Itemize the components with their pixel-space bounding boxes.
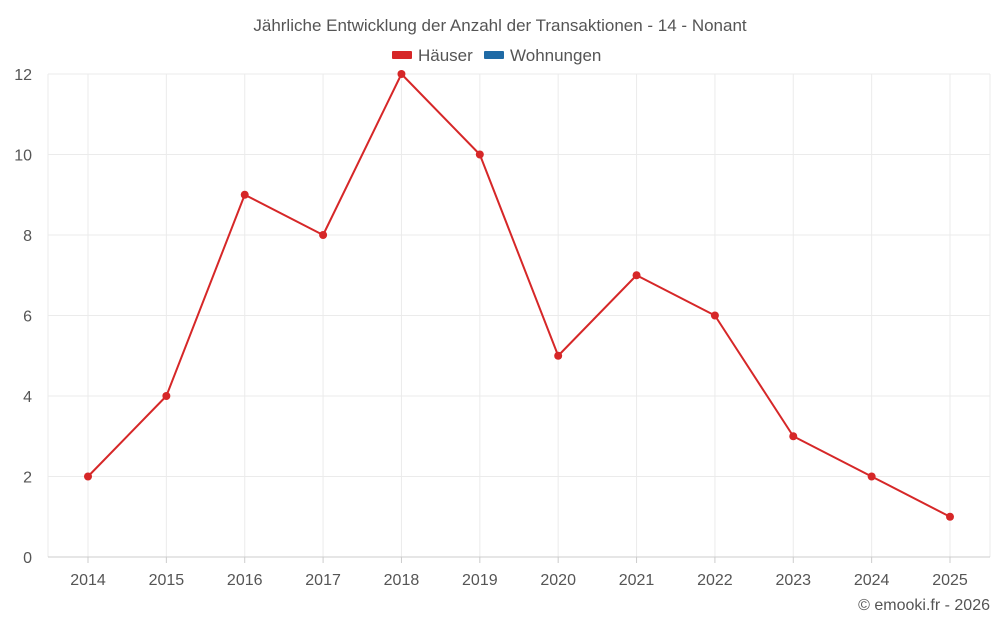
x-tick-label: 2020 xyxy=(540,572,576,589)
legend-label-2[interactable]: Wohnungen xyxy=(510,46,601,65)
data-point[interactable] xyxy=(710,311,719,320)
legend-swatch-2[interactable] xyxy=(484,51,504,59)
legend-swatch-1[interactable] xyxy=(392,51,412,59)
data-point[interactable] xyxy=(475,150,484,159)
x-tick-label: 2016 xyxy=(227,572,263,589)
data-point[interactable] xyxy=(319,231,328,239)
data-point[interactable] xyxy=(397,70,406,78)
credit-text: © emooki.fr - 2026 xyxy=(858,597,990,614)
x-tick-label: 2024 xyxy=(854,572,890,589)
data-point[interactable] xyxy=(84,472,92,481)
legend: Häuser Wohnungen xyxy=(392,46,601,65)
y-tick-label: 4 xyxy=(23,389,32,406)
x-tick-label: 2025 xyxy=(932,572,968,589)
chart-title: Jährliche Entwicklung der Anzahl der Tra… xyxy=(253,16,747,35)
data-point[interactable] xyxy=(632,271,641,280)
x-tick-label: 2021 xyxy=(619,572,655,589)
data-point[interactable] xyxy=(867,472,876,481)
data-point[interactable] xyxy=(946,512,954,521)
data-point[interactable] xyxy=(162,392,171,400)
y-tick-label: 12 xyxy=(14,67,32,84)
y-tick-label: 10 xyxy=(14,148,32,165)
y-tick-label: 8 xyxy=(23,228,32,245)
x-tick-label: 2023 xyxy=(775,572,811,589)
x-tick-label: 2014 xyxy=(70,572,106,589)
x-tick-label: 2018 xyxy=(384,572,420,589)
data-point[interactable] xyxy=(240,190,249,199)
y-tick-label: 6 xyxy=(23,309,32,326)
data-point[interactable] xyxy=(554,351,563,360)
x-tick-label: 2015 xyxy=(149,572,185,589)
y-tick-label: 2 xyxy=(23,470,32,487)
y-tick-label: 0 xyxy=(23,550,32,567)
y-axis-ticks: 0 2 4 6 8 10 12 xyxy=(14,67,32,567)
x-axis-ticks: 2014 2015 2016 2017 2018 2019 2020 2021 2022 2023… xyxy=(70,557,968,589)
x-tick-label: 2022 xyxy=(697,572,733,589)
x-tick-label: 2019 xyxy=(462,572,498,589)
series-line-1[interactable] xyxy=(87,73,951,518)
legend-label-1[interactable]: Häuser xyxy=(418,46,473,65)
data-point[interactable] xyxy=(789,432,798,441)
x-tick-label: 2017 xyxy=(305,572,341,589)
series-layer xyxy=(84,70,954,521)
grid xyxy=(47,73,991,557)
